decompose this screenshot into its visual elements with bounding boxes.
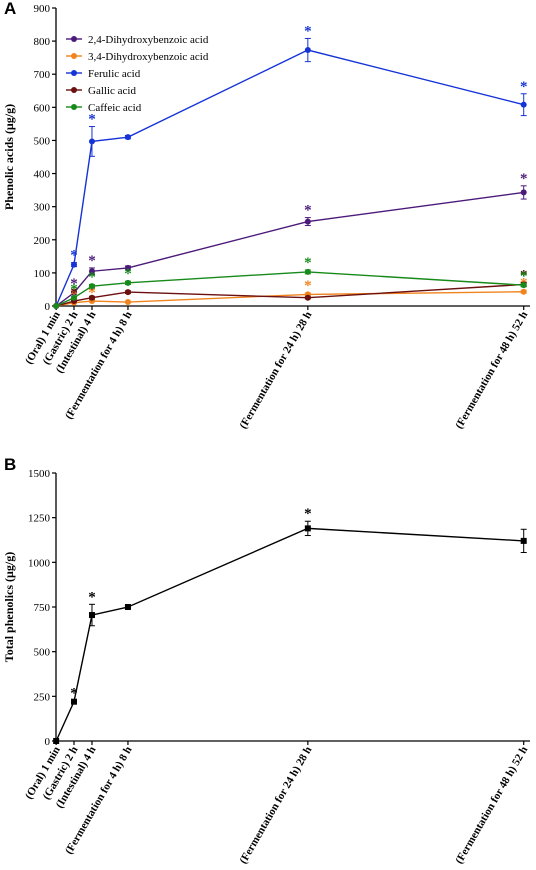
data-point [124,279,131,286]
data-point [124,289,131,296]
y-tick-label: 250 [34,691,51,703]
panel-B: B 0 250 500 750 1000 1250 1500 Total phenolics (… [2,455,530,866]
data-point [124,264,131,271]
significance-star: * [88,112,96,128]
significance-star: * [520,171,528,187]
legend-label: Ferulic acid [88,68,141,80]
series-5: ** *** [53,255,527,309]
data-point [70,289,77,296]
significance-star: * [88,269,96,285]
y-tick-label: 1500 [28,468,51,480]
data-point [70,698,77,705]
y-tick-label: 500 [34,647,51,659]
x-tick-label: (Fermentation for 24 h) 28 h [237,310,314,431]
significance-star: * [70,248,78,264]
panel-label: A [4,0,16,18]
series-line [55,191,524,307]
significance-star: * [304,506,312,522]
significance-star: * [88,589,96,605]
legend-swatch-marker [71,104,77,110]
y-tick-label: 500 [34,135,51,147]
data-point [70,294,77,301]
significance-star: * [304,278,312,294]
data-point [88,294,95,301]
x-tick-label: (Fermentation for 24 h) 28 h [237,745,314,866]
data-point [304,525,311,532]
y-tick-label: 700 [34,69,51,81]
legend-swatch-marker [71,87,77,93]
significance-star: * [88,285,96,301]
legend-swatch-marker [71,53,77,59]
legend-label: 2,4-Dihydroxybenzoic acid [88,34,209,46]
significance-star: * [70,282,78,298]
y-tick-label: 200 [34,235,51,247]
y-tick-label: 0 [45,736,51,748]
data-point [520,101,527,108]
data-point [88,612,95,619]
y-axis-title: Phenolic acids (μg/g) [2,104,16,210]
data-point [53,738,60,744]
data-point [520,282,527,289]
legend-label: Gallic acid [88,85,136,97]
y-tick-label: 1000 [28,557,51,569]
y-tick-label: 100 [34,268,51,280]
x-tick-label: (Fermentation for 48 h) 52 h [453,310,530,431]
series-1: **** [53,171,527,309]
data-point [88,138,95,145]
significance-star: * [70,276,78,292]
data-point [124,604,131,610]
significance-star: * [304,203,312,219]
significance-star: * [124,266,132,282]
y-tick-label: 800 [34,36,51,48]
significance-star: * [304,23,312,39]
data-point [124,134,131,141]
data-point [520,537,527,544]
significance-star: * [70,285,78,301]
data-point [304,218,311,225]
significance-star: * [520,268,528,284]
y-tick-label: 900 [34,3,51,15]
significance-star: * [70,685,78,701]
x-tick-label: (Fermentation for 48 h) 52 h [453,745,530,866]
data-point [304,294,311,301]
y-tick-label: 300 [34,202,51,214]
data-point [304,268,311,275]
y-tick-label: 1250 [28,513,51,525]
significance-star: * [304,255,312,271]
significance-star: * [520,79,528,95]
y-tick-label: 750 [34,602,51,614]
data-point [520,288,527,295]
y-tick-label: 600 [34,102,51,114]
data-point [70,261,77,268]
y-tick-label: 0 [45,301,51,313]
series-1: * * * [53,506,527,744]
legend-swatch-marker [71,36,77,42]
legend-label: Caffeic acid [88,102,142,114]
y-axis-title: Total phenolics (μg/g) [2,552,16,662]
significance-star: * [520,267,528,283]
data-point [520,189,527,196]
legend: 2,4-Dihydroxybenzoic acid 3,4-Dihydroxybe… [66,34,209,114]
data-point [304,47,311,54]
panel-A: A 0 100 200 300 400 500 600 700 800 900 Phenolic ac… [2,0,530,431]
series-line [55,527,524,742]
significance-star: * [88,253,96,269]
panel-label: B [4,455,16,474]
data-point [88,283,95,290]
series-3: **** [53,23,527,309]
data-point [53,303,60,309]
series-line [55,49,524,307]
significance-star: * [88,281,96,297]
data-point [88,268,95,275]
legend-swatch-marker [71,70,77,76]
data-point [124,299,131,306]
legend-label: 3,4-Dihydroxybenzoic acid [88,51,209,63]
y-tick-label: 400 [34,169,51,181]
